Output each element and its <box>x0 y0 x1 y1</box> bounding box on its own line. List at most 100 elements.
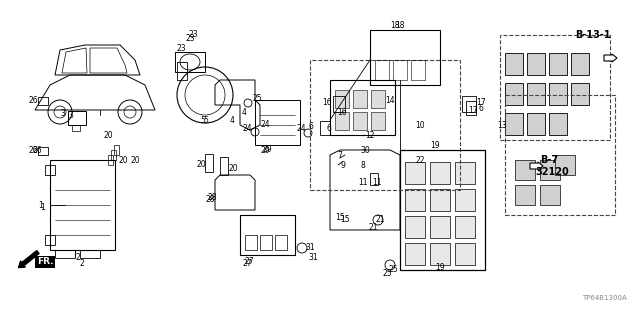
Bar <box>540 160 560 180</box>
Text: 11: 11 <box>372 178 381 187</box>
Bar <box>310 60 460 190</box>
Text: 24: 24 <box>296 124 306 132</box>
Bar <box>333 96 345 112</box>
Text: 24: 24 <box>242 124 252 132</box>
Bar <box>335 112 349 130</box>
Bar <box>371 90 385 108</box>
Bar <box>505 95 615 215</box>
Text: 16: 16 <box>337 108 347 116</box>
Text: 25: 25 <box>382 268 392 277</box>
Bar <box>114 145 119 155</box>
Text: 20: 20 <box>103 131 113 140</box>
Bar <box>245 235 257 250</box>
Text: 23: 23 <box>176 44 186 52</box>
Bar <box>72 125 80 131</box>
Text: TP64B1300A: TP64B1300A <box>582 295 627 301</box>
Bar <box>371 112 385 130</box>
Text: 2: 2 <box>79 260 84 268</box>
Bar <box>375 60 389 80</box>
Bar <box>45 235 55 245</box>
Text: 29: 29 <box>262 145 271 154</box>
Text: 9: 9 <box>340 161 345 170</box>
Bar <box>466 101 476 115</box>
Bar <box>455 189 475 211</box>
Bar <box>45 165 55 175</box>
Bar <box>455 243 475 265</box>
Text: 32120: 32120 <box>535 167 569 177</box>
Text: 2: 2 <box>75 253 80 262</box>
Text: 17: 17 <box>476 98 486 107</box>
Text: 3: 3 <box>60 108 65 117</box>
Text: 10: 10 <box>415 121 424 130</box>
Bar <box>549 83 567 105</box>
Text: 14: 14 <box>385 95 395 105</box>
Text: 28: 28 <box>205 196 214 204</box>
Text: 26: 26 <box>32 146 42 155</box>
Bar <box>455 216 475 238</box>
Bar <box>55 250 75 258</box>
Bar <box>400 150 485 270</box>
Text: 8: 8 <box>360 161 365 170</box>
Bar <box>549 53 567 75</box>
Bar <box>411 60 425 80</box>
Bar <box>462 96 476 112</box>
Text: 17: 17 <box>468 106 477 115</box>
Bar <box>527 83 545 105</box>
Text: 7: 7 <box>337 150 342 159</box>
Text: 22: 22 <box>415 156 424 164</box>
Bar <box>220 157 228 175</box>
Bar <box>430 216 450 238</box>
Bar <box>353 90 367 108</box>
Text: 19: 19 <box>430 140 440 149</box>
Text: 11: 11 <box>358 178 367 187</box>
Bar <box>111 150 116 160</box>
Bar <box>430 243 450 265</box>
Bar <box>255 100 300 145</box>
Text: 4: 4 <box>230 116 235 124</box>
Text: 15: 15 <box>335 213 344 222</box>
Text: 21: 21 <box>375 215 385 225</box>
Text: 6: 6 <box>308 122 313 131</box>
Bar <box>527 53 545 75</box>
Bar <box>370 30 440 85</box>
Text: 28: 28 <box>207 194 216 203</box>
Text: 4: 4 <box>242 108 247 116</box>
Text: 20: 20 <box>118 156 127 164</box>
Text: 30: 30 <box>360 146 370 155</box>
Bar <box>555 155 575 175</box>
Text: B-13-1: B-13-1 <box>575 30 611 40</box>
Text: 20: 20 <box>130 156 140 164</box>
Bar <box>50 160 115 250</box>
Text: 31: 31 <box>308 252 317 261</box>
Bar <box>430 162 450 184</box>
Bar <box>240 215 295 255</box>
Text: 24: 24 <box>260 119 269 129</box>
Bar <box>405 216 425 238</box>
Text: B-7: B-7 <box>540 155 558 165</box>
Text: FR.: FR. <box>36 258 53 267</box>
Text: 3: 3 <box>68 110 73 119</box>
Text: 25: 25 <box>388 266 397 275</box>
Text: 20: 20 <box>196 159 205 169</box>
Text: 6: 6 <box>326 124 331 132</box>
Bar <box>515 185 535 205</box>
Bar <box>330 80 395 135</box>
Text: 29: 29 <box>260 146 269 155</box>
Text: 5: 5 <box>200 116 205 124</box>
FancyArrow shape <box>530 162 543 170</box>
Bar <box>405 189 425 211</box>
Bar <box>405 162 425 184</box>
Bar <box>505 83 523 105</box>
Bar <box>68 111 86 125</box>
Text: 15: 15 <box>340 215 349 225</box>
Bar <box>505 53 523 75</box>
Text: 18: 18 <box>395 20 404 29</box>
Bar <box>275 235 287 250</box>
Text: 5: 5 <box>203 116 208 124</box>
FancyArrow shape <box>604 54 617 62</box>
Text: 26: 26 <box>28 95 38 105</box>
Text: 13: 13 <box>497 121 507 130</box>
Text: 25: 25 <box>252 93 262 102</box>
Bar <box>540 185 560 205</box>
Bar <box>405 243 425 265</box>
